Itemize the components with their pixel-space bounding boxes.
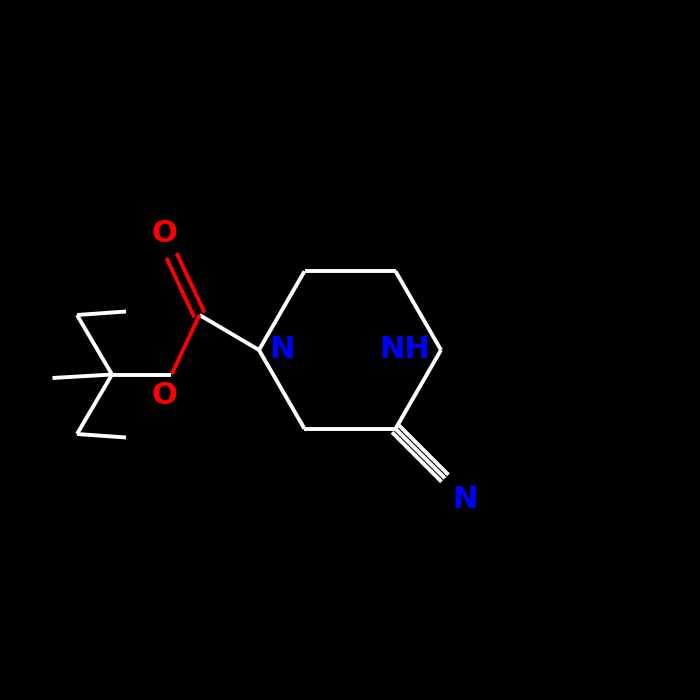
Text: NH: NH bbox=[379, 335, 430, 365]
Text: N: N bbox=[452, 485, 477, 514]
Text: O: O bbox=[152, 220, 177, 248]
Text: O: O bbox=[152, 382, 177, 410]
Text: N: N bbox=[270, 335, 295, 365]
